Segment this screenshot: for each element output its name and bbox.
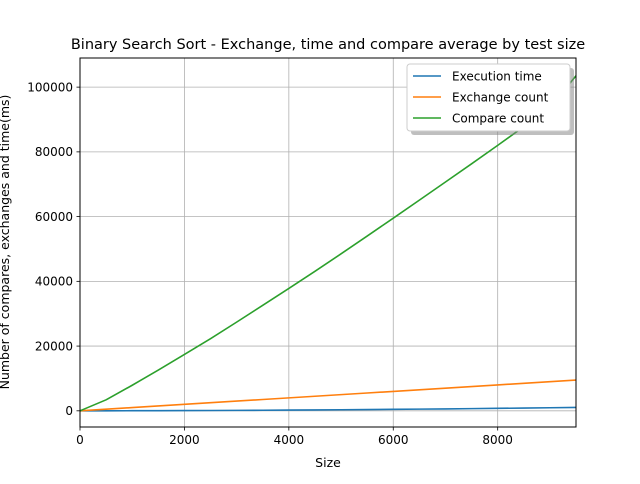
x-tick-label: 6000: [378, 433, 409, 447]
axes-frame: [79, 57, 577, 428]
legend-label: Exchange count: [452, 90, 549, 104]
x-tick-label: 0: [76, 433, 84, 447]
y-tick-label: 0: [65, 404, 73, 418]
x-tick-label: 8000: [482, 433, 513, 447]
x-tick-label: 4000: [274, 433, 305, 447]
legend-items: Execution time Exchange count Compare coun…: [413, 69, 549, 125]
legend: Execution time Exchange count Compare coun…: [406, 63, 574, 135]
y-tick-label: 40000: [35, 275, 73, 289]
series-line-exchange-count: [79, 379, 577, 412]
x-tick-label: 2000: [169, 433, 200, 447]
y-tick-label: 100000: [27, 80, 73, 94]
series-line-compare-count: [79, 75, 577, 412]
y-axis-label: Number of compares, exchanges and time(m…: [0, 95, 12, 390]
y-tick-label: 80000: [35, 145, 73, 159]
legend-box: [406, 63, 571, 132]
series-line-execution-time: [79, 406, 577, 412]
legend-label: Compare count: [452, 111, 544, 125]
y-tick-label: 20000: [35, 339, 73, 353]
chart-title: Binary Search Sort - Exchange, time and …: [71, 37, 585, 53]
y-tick-label: 60000: [35, 210, 73, 224]
series-lines: [79, 75, 577, 412]
x-axis-ticks: 0 2000 4000 6000 8000: [76, 427, 513, 447]
legend-label: Execution time: [452, 69, 542, 83]
y-axis-ticks: 0 20000 40000 60000 80000 100000: [27, 80, 80, 418]
x-axis-label: Size: [315, 455, 341, 470]
